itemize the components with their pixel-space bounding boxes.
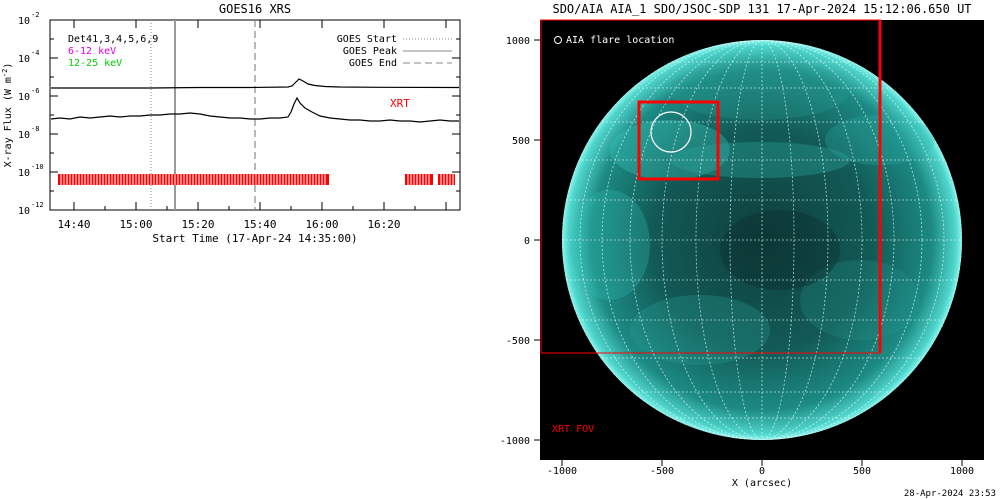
y-tick-exp: -6 xyxy=(31,87,39,95)
y-tick-label: 10 xyxy=(18,168,30,179)
xrt-target-box xyxy=(637,100,720,181)
xrt-fov-label: XRT FOV xyxy=(552,424,594,435)
legend-goes-start: GOES Start xyxy=(337,34,397,45)
y-tick-exp: -12 xyxy=(31,201,44,209)
legend-goes-peak: GOES Peak xyxy=(343,46,397,57)
y-tick-exp: -10 xyxy=(31,163,44,171)
y-tick-label: 10 xyxy=(18,92,30,103)
generation-timestamp: 28-Apr-2024 23:53 xyxy=(904,489,996,499)
x-tick-label: 15:00 xyxy=(119,218,152,231)
legend-goes-end: GOES End xyxy=(349,58,397,69)
flux-curve-short xyxy=(50,96,459,123)
detector-label: Det41,3,4,5,6,9 xyxy=(68,34,158,45)
xrt-label: XRT xyxy=(390,97,410,110)
aia-y-tick-label: 0 xyxy=(524,236,530,247)
band-high-label: 12-25 keV xyxy=(68,58,122,69)
flux-curve-long xyxy=(51,78,460,89)
aia-x-tick-label: 1000 xyxy=(950,466,974,477)
flare-legend-icon xyxy=(554,36,562,44)
aia-axis-ticks xyxy=(534,39,963,466)
y-tick-label: 10 xyxy=(18,54,30,65)
aia-y-tick-label: -500 xyxy=(506,336,530,347)
y-tick-label: 10 xyxy=(18,130,30,141)
goes-y-axis: 10 -2 10 -4 10 -6 10 -8 10 -10 10 -12 xyxy=(18,11,460,217)
aia-x-axis-title: X (arcsec) xyxy=(732,478,792,489)
goes-xrs-plot: GOES16 XRS 10 -2 10 -4 10 -6 10 xyxy=(1,2,461,245)
x-tick-label: 16:00 xyxy=(305,218,338,231)
x-tick-label: 15:40 xyxy=(243,218,276,231)
goes-y-axis-title: X-ray Flux (W m-2) xyxy=(1,63,14,168)
flare-location-marker xyxy=(650,111,692,153)
x-tick-label: 14:40 xyxy=(57,218,90,231)
aia-panel-title: SDO/AIA AIA_1 SDO/JSOC-SDP 131 17-Apr-20… xyxy=(552,2,971,16)
heliographic-grid xyxy=(562,40,962,440)
aia-x-tick-label: -1000 xyxy=(547,466,577,477)
goes-x-ticks xyxy=(73,20,447,210)
x-tick-label: 15:20 xyxy=(181,218,214,231)
aia-x-tick-label: -500 xyxy=(650,466,674,477)
aia-x-tick-label: 500 xyxy=(853,466,871,477)
aia-x-tick-label: 0 xyxy=(759,466,765,477)
xrt-observation-bars xyxy=(58,174,455,185)
aia-image-panel: SDO/AIA AIA_1 SDO/JSOC-SDP 131 17-Apr-20… xyxy=(500,2,984,489)
goes-plot-title: GOES16 XRS xyxy=(219,2,291,16)
y-tick-exp: -8 xyxy=(31,125,39,133)
aia-y-tick-label: -1000 xyxy=(500,436,530,447)
aia-y-tick-label: 500 xyxy=(512,136,530,147)
band-low-label: 6-12 keV xyxy=(68,46,116,57)
goes-legend: GOES Start GOES Peak GOES End xyxy=(337,34,452,69)
y-tick-exp: -4 xyxy=(31,49,39,57)
goes-x-axis-title: Start Time (17-Apr-24 14:35:00) xyxy=(152,232,357,245)
x-tick-label: 16:20 xyxy=(367,218,400,231)
y-tick-exp: -2 xyxy=(31,11,39,19)
y-tick-label: 10 xyxy=(18,206,30,217)
y-tick-label: 10 xyxy=(18,16,30,27)
aia-y-tick-label: 1000 xyxy=(506,36,530,47)
flare-location-label: AIA flare location xyxy=(566,35,674,46)
